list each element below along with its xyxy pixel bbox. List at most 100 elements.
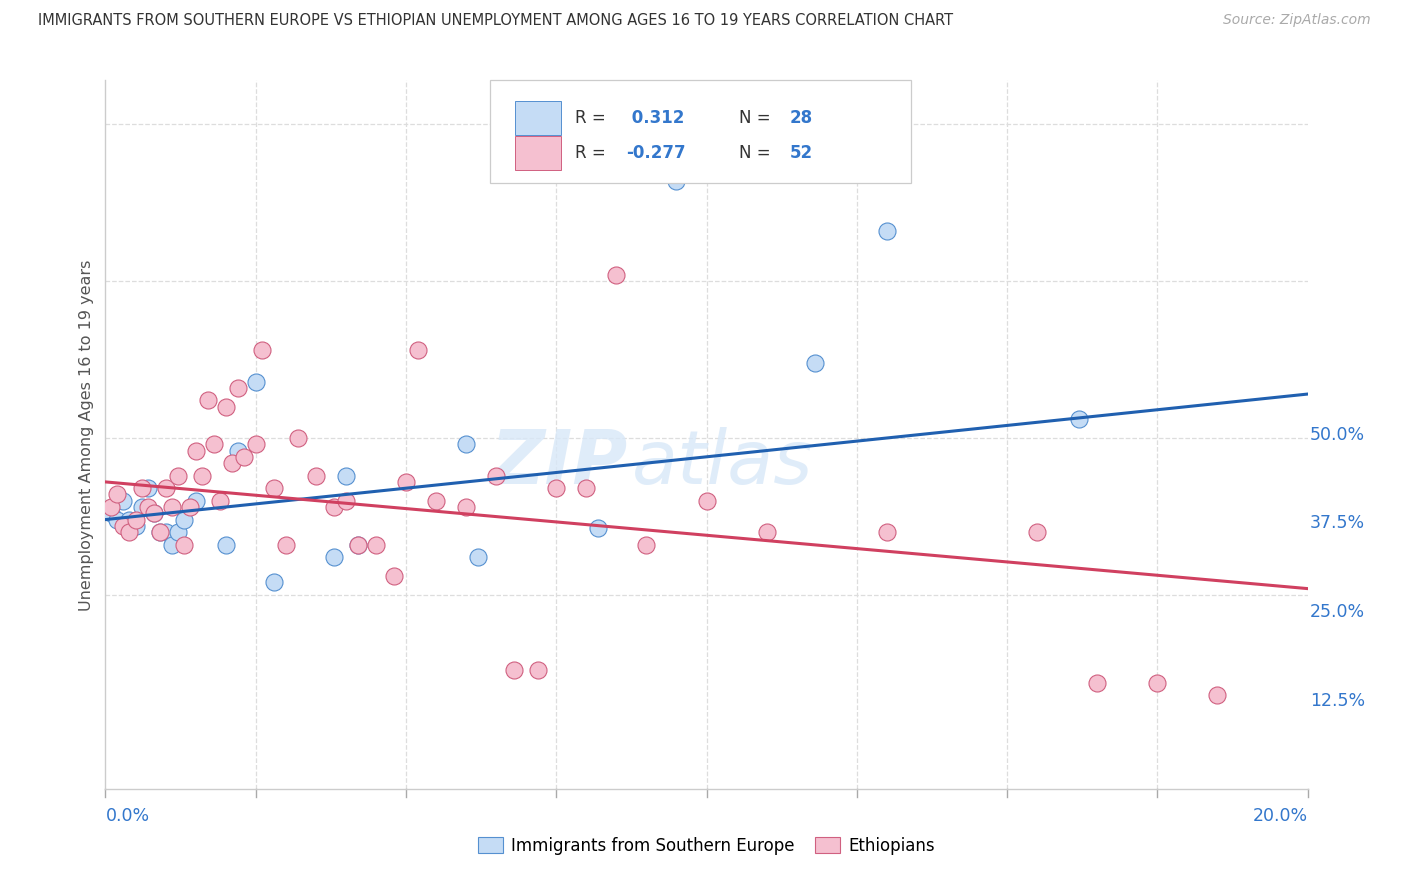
Point bbox=[118, 512, 141, 526]
Point bbox=[142, 506, 165, 520]
Point bbox=[305, 468, 328, 483]
Point bbox=[1146, 675, 1168, 690]
Point bbox=[335, 493, 357, 508]
Point bbox=[503, 663, 526, 677]
Point bbox=[263, 481, 285, 495]
Point bbox=[1026, 525, 1049, 540]
Point bbox=[546, 481, 568, 495]
Point bbox=[274, 538, 297, 552]
FancyBboxPatch shape bbox=[516, 136, 561, 170]
Point bbox=[665, 174, 688, 188]
Point bbox=[148, 525, 170, 540]
Point bbox=[245, 375, 267, 389]
Point bbox=[425, 493, 447, 508]
Point bbox=[263, 575, 285, 590]
Text: R =: R = bbox=[575, 109, 612, 127]
Point bbox=[184, 493, 207, 508]
Point bbox=[287, 431, 309, 445]
Point bbox=[166, 525, 188, 540]
Text: 0.312: 0.312 bbox=[626, 109, 685, 127]
Point bbox=[395, 475, 418, 489]
Point bbox=[173, 538, 195, 552]
Point bbox=[112, 493, 135, 508]
Point bbox=[588, 521, 610, 535]
Text: IMMIGRANTS FROM SOUTHERN EUROPE VS ETHIOPIAN UNEMPLOYMENT AMONG AGES 16 TO 19 YE: IMMIGRANTS FROM SOUTHERN EUROPE VS ETHIO… bbox=[38, 13, 953, 29]
Point bbox=[118, 525, 141, 540]
Point bbox=[250, 343, 273, 358]
Point bbox=[214, 400, 236, 414]
Text: N =: N = bbox=[740, 109, 776, 127]
Point bbox=[173, 512, 195, 526]
Point bbox=[136, 481, 159, 495]
Point bbox=[160, 538, 183, 552]
Point bbox=[184, 443, 207, 458]
Point bbox=[485, 468, 508, 483]
Text: 12.5%: 12.5% bbox=[1310, 692, 1365, 710]
Text: 52: 52 bbox=[789, 145, 813, 162]
Point bbox=[335, 468, 357, 483]
FancyBboxPatch shape bbox=[516, 101, 561, 135]
Point bbox=[876, 525, 898, 540]
Point bbox=[131, 481, 153, 495]
Text: R =: R = bbox=[575, 145, 612, 162]
Point bbox=[112, 519, 135, 533]
Point bbox=[406, 343, 429, 358]
Point bbox=[364, 538, 387, 552]
Point bbox=[148, 525, 170, 540]
Point bbox=[179, 500, 201, 514]
Point bbox=[347, 538, 370, 552]
Point bbox=[803, 356, 825, 370]
Point bbox=[124, 519, 146, 533]
Text: -0.277: -0.277 bbox=[626, 145, 686, 162]
Point bbox=[155, 481, 177, 495]
Point bbox=[226, 381, 249, 395]
Point bbox=[382, 569, 405, 583]
Point bbox=[202, 437, 225, 451]
Point bbox=[605, 268, 627, 282]
Point bbox=[1085, 675, 1108, 690]
Point bbox=[575, 481, 598, 495]
Point bbox=[190, 468, 212, 483]
Text: N =: N = bbox=[740, 145, 776, 162]
FancyBboxPatch shape bbox=[491, 80, 911, 183]
Text: Source: ZipAtlas.com: Source: ZipAtlas.com bbox=[1223, 13, 1371, 28]
Text: 0.0%: 0.0% bbox=[105, 807, 149, 825]
Point bbox=[221, 456, 243, 470]
Point bbox=[636, 538, 658, 552]
Point bbox=[107, 512, 129, 526]
Point bbox=[131, 500, 153, 514]
Point bbox=[107, 487, 129, 501]
Point bbox=[100, 500, 122, 514]
Text: 20.0%: 20.0% bbox=[1253, 807, 1308, 825]
Text: ZIP: ZIP bbox=[491, 426, 628, 500]
Point bbox=[124, 512, 146, 526]
Point bbox=[245, 437, 267, 451]
Point bbox=[160, 500, 183, 514]
Point bbox=[467, 550, 489, 565]
Point bbox=[142, 506, 165, 520]
Point bbox=[755, 525, 778, 540]
Point bbox=[454, 500, 477, 514]
Text: 25.0%: 25.0% bbox=[1310, 603, 1365, 621]
Point bbox=[454, 437, 477, 451]
Point bbox=[166, 468, 188, 483]
Point bbox=[226, 443, 249, 458]
Y-axis label: Unemployment Among Ages 16 to 19 years: Unemployment Among Ages 16 to 19 years bbox=[79, 260, 94, 610]
Point bbox=[347, 538, 370, 552]
Point bbox=[208, 493, 231, 508]
Text: 28: 28 bbox=[789, 109, 813, 127]
Point bbox=[322, 500, 344, 514]
Text: atlas: atlas bbox=[631, 427, 813, 500]
Text: 37.5%: 37.5% bbox=[1310, 515, 1365, 533]
Legend: Immigrants from Southern Europe, Ethiopians: Immigrants from Southern Europe, Ethiopi… bbox=[478, 837, 935, 855]
Point bbox=[155, 525, 177, 540]
Point bbox=[322, 550, 344, 565]
Point bbox=[527, 663, 550, 677]
Point bbox=[232, 450, 254, 464]
Point bbox=[876, 224, 898, 238]
Point bbox=[136, 500, 159, 514]
Point bbox=[1069, 412, 1091, 426]
Point bbox=[214, 538, 236, 552]
Text: 50.0%: 50.0% bbox=[1310, 425, 1365, 444]
Point bbox=[696, 493, 718, 508]
